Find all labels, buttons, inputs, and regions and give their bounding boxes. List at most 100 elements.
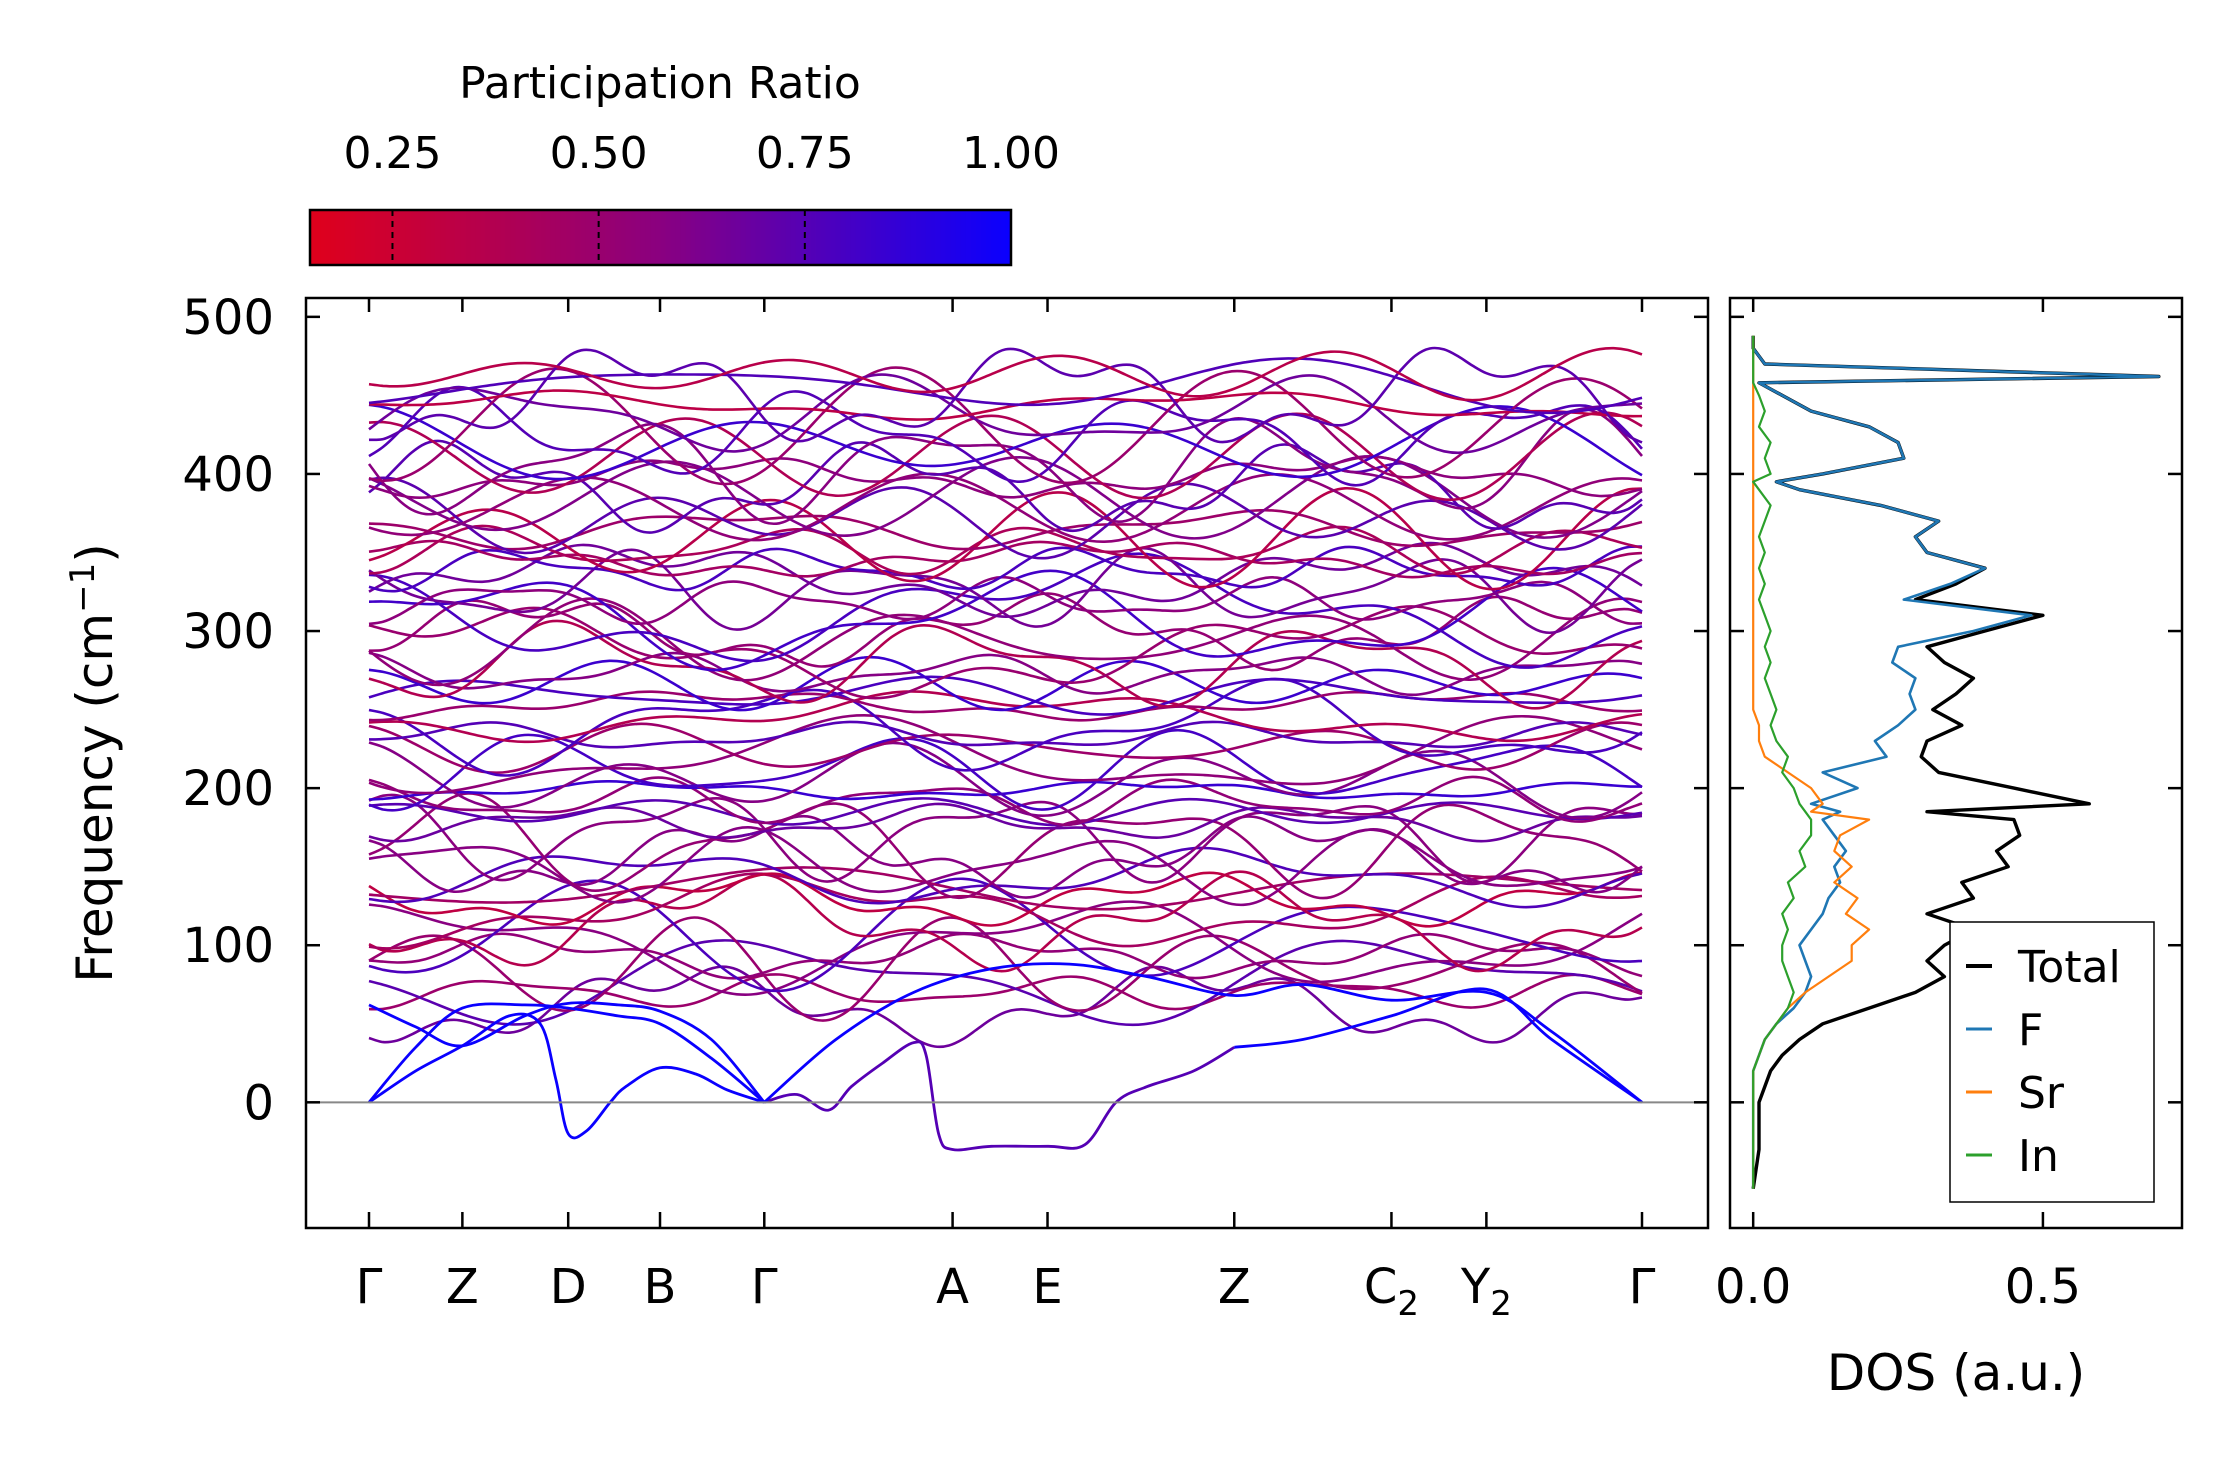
- colorbar-segment: [720, 210, 727, 265]
- colorbar-segment: [860, 210, 867, 265]
- colorbar-segment: [520, 210, 527, 265]
- optical-branch: [368, 932, 1643, 980]
- colorbar-segment: [400, 210, 406, 265]
- colorbar-segment: [605, 210, 612, 265]
- colorbar-segment: [945, 210, 952, 265]
- high-symmetry-label: Γ: [356, 1259, 383, 1315]
- band-y-tick-label: 0: [243, 1075, 274, 1131]
- colorbar-tick-label: 1.00: [962, 128, 1060, 179]
- dos-lines: [1751, 335, 2161, 1189]
- colorbar-segment: [915, 210, 922, 265]
- colorbar-segment: [340, 210, 346, 265]
- colorbar-segment: [835, 210, 842, 265]
- optical-branch: [368, 385, 1643, 487]
- band-y-tick-label: 300: [182, 604, 274, 660]
- colorbar-segment: [870, 210, 877, 265]
- colorbar-segment: [640, 210, 647, 265]
- colorbar-segment: [590, 210, 597, 265]
- colorbar-segment: [385, 210, 391, 265]
- kpoint-letter: D: [550, 1259, 587, 1315]
- optical-branch: [368, 455, 1643, 540]
- colorbar-segment: [380, 210, 386, 265]
- high-symmetry-label: Y2: [1460, 1259, 1512, 1324]
- colorbar-segment: [345, 210, 351, 265]
- colorbar-segment: [695, 210, 702, 265]
- colorbar-segment: [495, 210, 502, 265]
- colorbar-segment: [690, 210, 697, 265]
- colorbar-segment: [880, 210, 887, 265]
- colorbar-segment: [480, 210, 487, 265]
- dos-x-axis-title: DOS (a.u.): [1827, 1344, 2086, 1402]
- colorbar-segment: [370, 210, 376, 265]
- colorbar-segment: [985, 210, 992, 265]
- ylabel-close: ): [66, 543, 124, 563]
- colorbar-segment: [470, 210, 477, 265]
- colorbar-segment: [855, 210, 862, 265]
- optical-branch: [368, 871, 1643, 928]
- colorbar-segment: [320, 210, 326, 265]
- high-symmetry-label: A: [936, 1259, 969, 1315]
- optical-branch: [368, 826, 1643, 907]
- colorbar-gradient: [310, 210, 1012, 265]
- kpoint-letter: Γ: [751, 1259, 778, 1315]
- colorbar-segment: [510, 210, 517, 265]
- colorbar-segment: [925, 210, 932, 265]
- colorbar-segment: [710, 210, 717, 265]
- colorbar-segment: [555, 210, 562, 265]
- band-y-tick-label: 400: [182, 447, 274, 503]
- kpoint-subscript: 2: [1490, 1284, 1512, 1324]
- colorbar-segment: [815, 210, 822, 265]
- optical-branch: [368, 389, 1643, 421]
- colorbar-tick-label: 0.25: [343, 128, 441, 179]
- colorbar-segment: [405, 210, 411, 265]
- colorbar-segment: [525, 210, 532, 265]
- colorbar-tick-label: 0.75: [756, 128, 854, 179]
- colorbar-segment: [515, 210, 522, 265]
- legend-label: Total: [2017, 942, 2121, 993]
- colorbar-tick-label: 0.50: [550, 128, 648, 179]
- colorbar-segment: [545, 210, 552, 265]
- colorbar-segment: [990, 210, 997, 265]
- colorbar-segment: [505, 210, 512, 265]
- colorbar-segment: [500, 210, 507, 265]
- high-symmetry-label: D: [550, 1259, 587, 1315]
- colorbar-segment: [325, 210, 331, 265]
- colorbar-segment: [610, 210, 617, 265]
- colorbar-segment: [430, 210, 436, 265]
- colorbar-segment: [735, 210, 742, 265]
- colorbar-segment: [660, 210, 667, 265]
- colorbar-segment: [840, 210, 847, 265]
- colorbar-segment: [905, 210, 912, 265]
- optical-branch: [368, 655, 1643, 712]
- colorbar-segment: [895, 210, 902, 265]
- band-axes-frame: [304, 296, 1710, 1230]
- colorbar: Participation Ratio 0.25 0.50 0.75 1.00: [308, 58, 1060, 267]
- band-y-tick-label: 500: [182, 290, 274, 346]
- colorbar-segment: [530, 210, 537, 265]
- band-y-axis-title: Frequency (cm−1): [63, 543, 124, 983]
- colorbar-segment: [725, 210, 732, 265]
- optical-branch: [368, 373, 1643, 455]
- band-x-axis: Γ Z D B Γ A E Z C2 Y2 Γ: [356, 298, 1656, 1324]
- optical-branch: [368, 792, 1643, 900]
- high-symmetry-label: B: [644, 1259, 677, 1315]
- colorbar-segment: [415, 210, 421, 265]
- optical-branch: [368, 677, 1643, 777]
- colorbar-segment: [625, 210, 632, 265]
- colorbar-segment: [830, 210, 837, 265]
- colorbar-segment: [1005, 210, 1012, 265]
- colorbar-segment: [930, 210, 937, 265]
- acoustic-branch: [367, 1002, 766, 1104]
- colorbar-ticks: 0.25 0.50 0.75 1.00: [343, 128, 1060, 265]
- optical-branch: [368, 900, 1643, 996]
- optical-branch: [368, 713, 1643, 795]
- colorbar-segment: [335, 210, 341, 265]
- optical-branch: [368, 720, 1643, 749]
- colorbar-segment: [795, 210, 802, 265]
- colorbar-segment: [920, 210, 927, 265]
- colorbar-segment: [940, 210, 947, 265]
- colorbar-segment: [995, 210, 1002, 265]
- kpoint-letter: A: [936, 1259, 969, 1315]
